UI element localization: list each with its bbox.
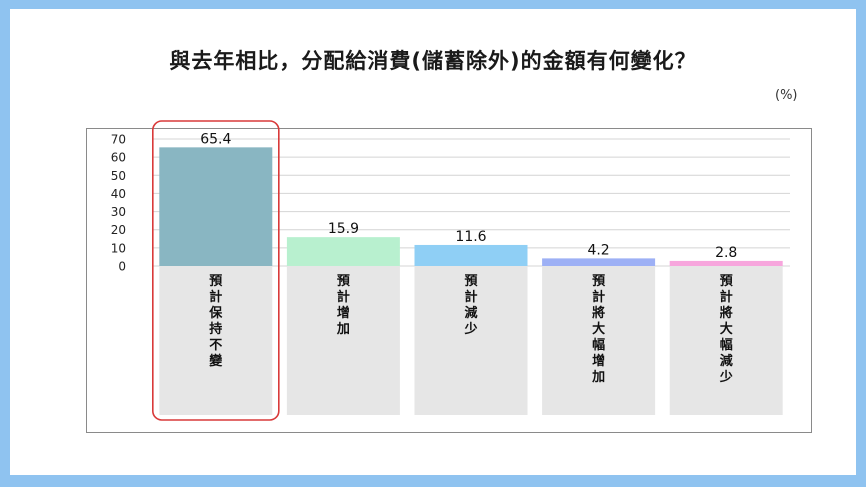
bar xyxy=(542,258,656,266)
y-tick-label: 60 xyxy=(111,151,126,165)
y-tick-label: 50 xyxy=(111,169,126,183)
unit-label: (%) xyxy=(775,88,798,103)
y-tick-label: 20 xyxy=(111,223,126,237)
data-label: 15.9 xyxy=(328,221,359,237)
bar xyxy=(669,260,783,266)
bar xyxy=(414,244,528,266)
data-label: 4.2 xyxy=(587,242,609,258)
category-label-bg xyxy=(542,266,656,415)
bar xyxy=(159,147,273,266)
category-label: 預計將大幅減少 xyxy=(719,274,734,385)
slide-card: 與去年相比，分配給消費(儲蓄除外)的金額有何變化？ (%) 0 10 20 30 40 5… xyxy=(10,9,856,475)
data-label: 2.8 xyxy=(715,245,737,261)
category-label-bg xyxy=(669,266,783,415)
category-label: 預計增加 xyxy=(336,274,351,337)
y-tick-label: 10 xyxy=(111,241,126,255)
category-label: 預計減少 xyxy=(463,274,478,337)
y-tick-label: 40 xyxy=(111,187,126,201)
y-tick-label: 0 xyxy=(118,260,126,274)
category-label-bg xyxy=(414,266,528,415)
category-label-bg xyxy=(286,266,400,415)
y-tick-label: 30 xyxy=(111,205,126,219)
category-label: 預計將大幅增加 xyxy=(591,274,606,385)
page-title: 與去年相比，分配給消費(儲蓄除外)的金額有何變化？ xyxy=(169,49,697,73)
y-tick-label: 70 xyxy=(111,133,126,147)
data-label: 11.6 xyxy=(455,229,486,245)
category-label-bg xyxy=(159,266,273,415)
bar-chart: 0 10 20 30 40 50 60 70 65.4 預計保持不變 15.9 預計增加 11.6 預計減… xyxy=(111,120,790,421)
data-label: 65.4 xyxy=(200,131,231,147)
highlight-box xyxy=(152,120,280,421)
category-label: 預計保持不變 xyxy=(208,274,223,369)
bar xyxy=(286,237,400,266)
